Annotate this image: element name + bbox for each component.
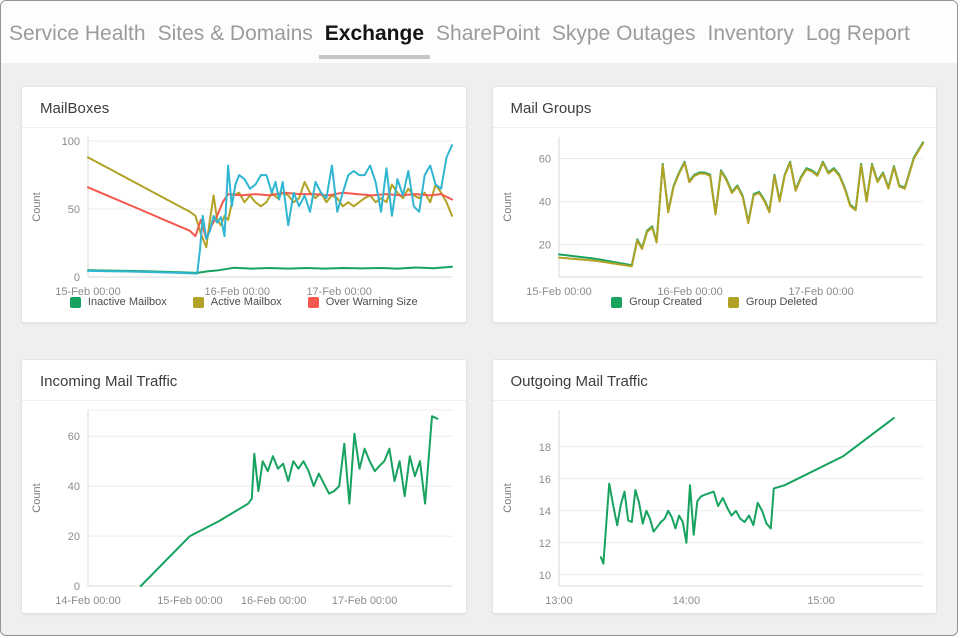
legend-label: Inactive Mailbox (87, 296, 167, 308)
svg-text:16: 16 (538, 474, 550, 486)
tab-inventory[interactable]: Inventory (707, 22, 794, 45)
chart-svg: 0 20 40 60 14-Feb 00:00 15-Feb 00:00 16-Feb 00… (31, 409, 452, 607)
svg-text:15:00: 15:00 (807, 595, 835, 607)
incoming-mail-title: Incoming Mail Traffic (22, 360, 466, 401)
mail-groups-chart[interactable]: 20 40 60 15-Feb 00:00 16-Feb 00:00 17-Feb 00:… (493, 128, 937, 298)
svg-text:15-Feb 00:00: 15-Feb 00:00 (157, 595, 222, 607)
legend-label: Group Created (629, 296, 702, 308)
tab-sharepoint[interactable]: SharePoint (436, 22, 540, 45)
svg-text:0: 0 (74, 581, 80, 593)
legend-item[interactable]: Active Mailbox (192, 296, 282, 308)
legend-swatch (727, 296, 739, 308)
svg-text:50: 50 (68, 204, 80, 216)
legend-item[interactable]: Inactive Mailbox (69, 296, 167, 308)
mailboxes-title: MailBoxes (22, 87, 466, 128)
mailboxes-chart[interactable]: 0 50 100 15-Feb 00:00 16-Feb 00:00 17-Feb 00:… (22, 128, 466, 298)
svg-text:20: 20 (538, 240, 550, 252)
legend-label: Active Mailbox (210, 296, 282, 308)
mail-groups-legend: Group Created Group Deleted (493, 292, 937, 322)
svg-text:14:00: 14:00 (672, 595, 700, 607)
svg-text:0: 0 (74, 272, 80, 284)
svg-text:16-Feb 00:00: 16-Feb 00:00 (657, 286, 722, 298)
legend-swatch (611, 296, 623, 308)
mailboxes-legend: Inactive Mailbox Active Mailbox Over Warni… (22, 292, 466, 322)
legend-swatch (192, 296, 204, 308)
legend-label: Group Deleted (745, 296, 818, 308)
panel-mailboxes: MailBoxes 0 50 100 15-Feb 00:00 16-Feb 00:00… (21, 86, 467, 323)
svg-text:60: 60 (68, 431, 80, 443)
svg-text:100: 100 (62, 136, 80, 148)
mail-groups-title: Mail Groups (492, 87, 936, 128)
svg-text:17-Feb 00:00: 17-Feb 00:00 (788, 286, 853, 298)
svg-text:40: 40 (68, 481, 80, 493)
incoming-mail-chart[interactable]: 0 20 40 60 14-Feb 00:00 15-Feb 00:00 16-Feb 00… (22, 401, 466, 613)
svg-text:Count: Count (31, 483, 43, 512)
svg-text:14-Feb 00:00: 14-Feb 00:00 (55, 595, 120, 607)
svg-text:60: 60 (538, 154, 550, 166)
svg-text:Count: Count (502, 192, 514, 221)
chart-svg: 0 50 100 15-Feb 00:00 16-Feb 00:00 17-Feb 00:… (31, 136, 453, 298)
tab-exchange[interactable]: Exchange (318, 1, 431, 59)
outgoing-mail-title: Outgoing Mail Traffic (492, 360, 936, 401)
svg-text:16-Feb 00:00: 16-Feb 00:00 (241, 595, 306, 607)
svg-text:15-Feb 00:00: 15-Feb 00:00 (526, 286, 591, 298)
legend-swatch (69, 296, 81, 308)
tab-log-report[interactable]: Log Report (805, 22, 910, 45)
legend-item[interactable]: Over Warning Size (307, 296, 418, 308)
legend-item[interactable]: Group Deleted (727, 296, 818, 308)
tab-service-health[interactable]: Service Health (9, 22, 146, 45)
tab-bar: Service Health Sites & Domains Exchange … (1, 1, 957, 63)
legend-swatch (307, 296, 319, 308)
panel-outgoing-mail-traffic: Outgoing Mail Traffic 10 12 14 16 18 13:00 14:… (491, 359, 937, 614)
svg-text:13:00: 13:00 (545, 595, 573, 607)
svg-text:Count: Count (31, 192, 43, 221)
legend-item[interactable]: Group Created (611, 296, 702, 308)
chart-svg: 20 40 60 15-Feb 00:00 16-Feb 00:00 17-Feb 00:… (502, 137, 924, 298)
svg-text:18: 18 (538, 442, 550, 454)
tab-sites-domains[interactable]: Sites & Domains (157, 22, 313, 45)
svg-text:17-Feb 00:00: 17-Feb 00:00 (332, 595, 397, 607)
legend-label: Over Warning Size (325, 296, 418, 308)
panel-mail-groups: Mail Groups 20 40 60 15-Feb 00:00 16-Feb 00:… (491, 86, 937, 323)
svg-text:20: 20 (68, 531, 80, 543)
outgoing-mail-chart[interactable]: 10 12 14 16 18 13:00 14:00 15:00 Count (493, 401, 937, 613)
svg-text:14: 14 (538, 506, 550, 518)
tab-skype-outages[interactable]: Skype Outages (551, 22, 696, 45)
svg-text:40: 40 (538, 197, 550, 209)
chart-svg: 10 12 14 16 18 13:00 14:00 15:00 Count (502, 410, 923, 607)
svg-text:17-Feb 00:00: 17-Feb 00:00 (306, 286, 371, 298)
svg-text:12: 12 (538, 538, 550, 550)
svg-text:15-Feb 00:00: 15-Feb 00:00 (55, 286, 120, 298)
svg-text:10: 10 (538, 570, 550, 582)
svg-text:Count: Count (502, 483, 514, 512)
panel-incoming-mail-traffic: Incoming Mail Traffic 0 20 40 60 14-Feb 00:0… (21, 359, 467, 614)
svg-text:16-Feb 00:00: 16-Feb 00:00 (205, 286, 270, 298)
dashboard-grid: MailBoxes 0 50 100 15-Feb 00:00 16-Feb 00:00… (1, 63, 957, 635)
